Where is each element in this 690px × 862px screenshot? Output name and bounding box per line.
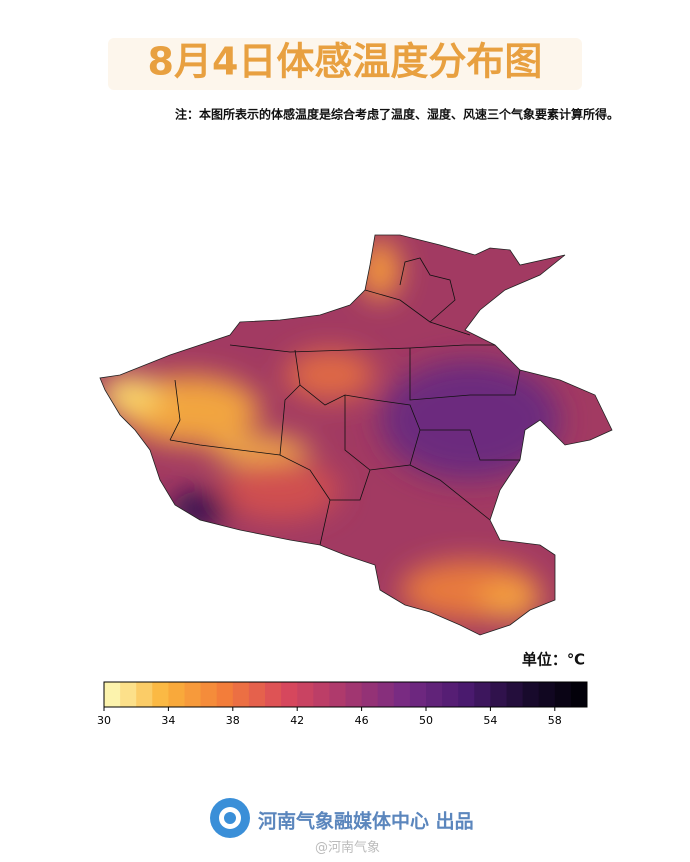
colorbar-segment: [329, 682, 346, 707]
colorbar-tick-label: 58: [548, 714, 562, 727]
colorbar-tick-label: 50: [419, 714, 433, 727]
colorbar-segment: [136, 682, 153, 707]
note: 注：本图所表示的体感温度是综合考虑了温度、湿度、风速三个气象要素计算所得。: [175, 107, 619, 122]
colorbar-tick-label: 38: [226, 714, 240, 727]
colorbar-segment: [232, 682, 250, 707]
colorbar-segment: [522, 682, 540, 707]
colorbar-segment: [570, 682, 588, 707]
colorbar-tick-label: 30: [97, 714, 111, 727]
colorbar-tick-label: 46: [355, 714, 369, 727]
colorbar-segment: [297, 682, 314, 707]
colorbar-segment: [313, 682, 330, 707]
colorbar-segment: [104, 682, 121, 707]
colorbar-segment: [474, 682, 491, 707]
colorbar-segment: [442, 682, 459, 707]
title: 8月4日体感温度分布图: [148, 40, 543, 84]
colorbar-segment: [248, 682, 266, 707]
city-boundaries: [169, 257, 521, 546]
colorbar-segment: [168, 682, 185, 707]
colorbar-segment: [554, 682, 572, 707]
colorbar-segment: [409, 682, 427, 707]
heat-map: [100, 235, 612, 635]
colorbar-segment: [538, 682, 556, 707]
colorbar-frame: [103, 681, 588, 708]
credit: 河南气象融媒体中心 出品: [258, 810, 474, 833]
colorbar-segment: [506, 682, 524, 707]
colorbar-segment: [490, 682, 507, 707]
colorbar-segment: [184, 682, 202, 707]
colorbar-tick-label: 54: [483, 714, 497, 727]
colorbar-segment: [120, 682, 137, 707]
title-bg: [108, 38, 582, 90]
colorbar-segment: [361, 682, 379, 707]
colorbar-segment: [393, 682, 411, 707]
colorbar-segment: [345, 682, 363, 707]
colorbar-tick-label: 34: [161, 714, 175, 727]
colorbar-segment: [265, 682, 282, 707]
watermark: @河南气象: [315, 840, 380, 856]
colorbar-segment: [281, 682, 298, 707]
colorbar-segment: [377, 682, 395, 707]
colorbar: 30 34 38 42 46 50 54 58: [97, 682, 588, 727]
colorbar-tick-label: 42: [290, 714, 304, 727]
colorbar-segment: [152, 682, 169, 707]
colorbar-segment: [216, 682, 234, 707]
unit-label: 单位：℃: [522, 651, 585, 669]
colorbar-segment: [458, 682, 475, 707]
logo: [210, 798, 250, 838]
colorbar-segment: [200, 682, 218, 707]
colorbar-segment: [426, 682, 443, 707]
